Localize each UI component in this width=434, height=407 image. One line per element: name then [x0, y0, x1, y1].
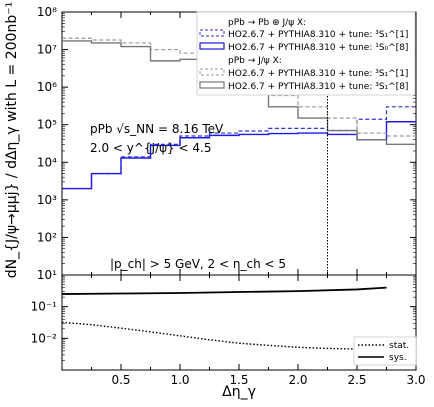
annotation-rapidity: 2.0 < y^{J/ψ} < 4.5 [90, 141, 211, 155]
y-tick-label: 10⁸ [37, 5, 57, 19]
legend-entry-4: HO2.6.7 + PYTHIA8.310 + tune: ³S₁^[8] [228, 82, 408, 92]
legend-header-2: pPb → J/ψ X: [228, 56, 282, 66]
y-tick-label: 10⁷ [37, 43, 57, 57]
y-tick-label: 10³ [37, 193, 57, 207]
legend-entry-2: HO2.6.7 + PYTHIA8.310 + tune: ¹S₀^[8] [228, 43, 408, 53]
x-tick-label: 3.0 [406, 373, 425, 387]
ratio-plot: 0.5 1.0 1.5 2.0 2.5 3.0 10⁻² 10⁻¹ [31, 274, 426, 387]
main-legend: pPb → Pb ⊕ J/ψ X: HO2.6.7 + PYTHIA8.310 … [196, 11, 416, 96]
y-axis-label: dN_{J/ψ→μμj} / dΔη_γ with L = 200nb⁻¹ [4, 2, 20, 278]
legend-entry-1: HO2.6.7 + PYTHIA8.310 + tune: ³S₁^[1] [228, 30, 408, 40]
annotation-system: pPb √s_NN = 8.16 TeV [90, 122, 224, 136]
x-axis-label: Δη_γ [222, 384, 256, 400]
y-tick-label: 10⁴ [37, 155, 57, 169]
ratio-y-tick-label: 10⁻¹ [31, 300, 58, 314]
legend-header-1: pPb → Pb ⊕ J/ψ X: [228, 18, 306, 28]
legend-swatch-4 [199, 81, 225, 89]
ratio-y-tick-label: 10⁻² [31, 331, 58, 345]
legend-stat-label: stat. [389, 341, 409, 351]
y-tick-label: 10² [37, 230, 57, 244]
ratio-series-sys [61, 286, 387, 295]
x-tick-label: 1.5 [229, 373, 248, 387]
x-tick-label: 2.5 [347, 373, 366, 387]
annotation-cuts: |p_ch| > 5 GeV, 2 < η_ch < 5 [110, 257, 286, 271]
main-plot: 10¹ 10² 10³ 10⁴ 10⁵ 10⁶ 10⁷ 10⁸ [37, 5, 417, 282]
legend-swatch-1 [199, 29, 225, 37]
legend-sys-label: sys. [389, 353, 407, 363]
legend-swatch-2 [199, 42, 225, 50]
legend-entry-3: HO2.6.7 + PYTHIA8.310 + tune: ³S₁^[1] [228, 69, 408, 79]
y-tick-label: 10⁵ [37, 118, 57, 132]
ratio-series-stat [61, 321, 387, 350]
x-tick-label: 0.5 [111, 373, 130, 387]
ratio-legend: stat. sys. [353, 336, 417, 366]
legend-swatch-3 [199, 68, 225, 76]
y-tick-label: 10¹ [37, 268, 57, 282]
x-tick-label: 1.0 [170, 373, 189, 387]
y-tick-label: 10⁶ [37, 80, 57, 94]
x-tick-label: 2.0 [288, 373, 307, 387]
